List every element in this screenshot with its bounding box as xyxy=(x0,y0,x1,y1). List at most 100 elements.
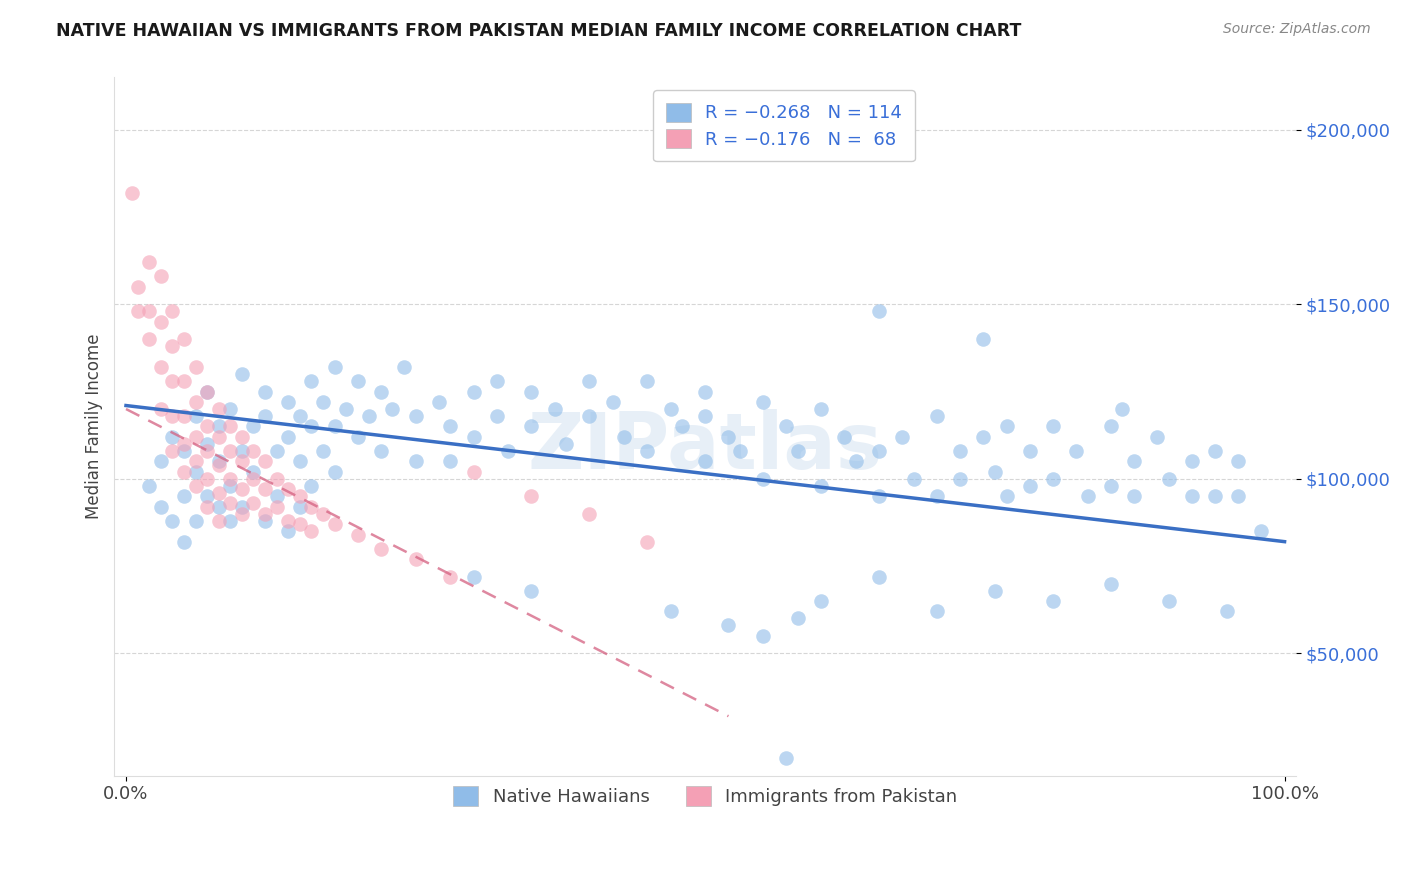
Point xyxy=(602,395,624,409)
Point xyxy=(520,489,543,503)
Point xyxy=(266,489,288,503)
Point xyxy=(219,514,242,528)
Point xyxy=(659,604,682,618)
Point xyxy=(925,409,948,423)
Point xyxy=(195,419,218,434)
Point xyxy=(868,489,890,503)
Point xyxy=(208,514,231,528)
Point xyxy=(520,384,543,399)
Point xyxy=(127,304,149,318)
Point xyxy=(578,374,600,388)
Point xyxy=(277,524,299,538)
Point xyxy=(149,454,172,468)
Point xyxy=(405,409,427,423)
Point xyxy=(231,444,253,458)
Point xyxy=(323,517,346,532)
Point xyxy=(173,465,195,479)
Point xyxy=(810,402,832,417)
Point xyxy=(219,419,242,434)
Point xyxy=(242,419,264,434)
Point xyxy=(162,304,184,318)
Point xyxy=(253,409,276,423)
Point xyxy=(1018,479,1040,493)
Point xyxy=(242,444,264,458)
Point xyxy=(439,419,461,434)
Point xyxy=(149,269,172,284)
Text: ZIPatlas: ZIPatlas xyxy=(527,409,883,485)
Point xyxy=(173,534,195,549)
Point xyxy=(195,500,218,514)
Point xyxy=(1077,489,1099,503)
Point xyxy=(184,430,207,444)
Point xyxy=(555,437,578,451)
Text: NATIVE HAWAIIAN VS IMMIGRANTS FROM PAKISTAN MEDIAN FAMILY INCOME CORRELATION CHA: NATIVE HAWAIIAN VS IMMIGRANTS FROM PAKIS… xyxy=(56,22,1022,40)
Point xyxy=(195,444,218,458)
Point xyxy=(138,304,160,318)
Text: Source: ZipAtlas.com: Source: ZipAtlas.com xyxy=(1223,22,1371,37)
Point xyxy=(717,618,740,632)
Point xyxy=(208,419,231,434)
Point xyxy=(219,472,242,486)
Point xyxy=(173,332,195,346)
Point xyxy=(613,430,636,444)
Point xyxy=(544,402,567,417)
Point xyxy=(162,514,184,528)
Point xyxy=(219,479,242,493)
Point xyxy=(1157,594,1180,608)
Point xyxy=(162,339,184,353)
Point xyxy=(277,514,299,528)
Point xyxy=(1018,444,1040,458)
Point xyxy=(498,444,520,458)
Point xyxy=(184,479,207,493)
Point xyxy=(208,485,231,500)
Point xyxy=(392,360,415,375)
Point xyxy=(1123,489,1146,503)
Point xyxy=(323,465,346,479)
Point xyxy=(149,500,172,514)
Point xyxy=(195,489,218,503)
Point xyxy=(149,402,172,417)
Point xyxy=(173,437,195,451)
Point xyxy=(578,409,600,423)
Point xyxy=(219,444,242,458)
Point xyxy=(578,507,600,521)
Point xyxy=(868,304,890,318)
Point xyxy=(972,430,994,444)
Point xyxy=(127,280,149,294)
Point xyxy=(184,409,207,423)
Point xyxy=(868,444,890,458)
Point xyxy=(1123,454,1146,468)
Point xyxy=(949,444,972,458)
Point xyxy=(925,489,948,503)
Point xyxy=(184,360,207,375)
Point xyxy=(810,594,832,608)
Point xyxy=(253,514,276,528)
Point xyxy=(121,186,143,200)
Point xyxy=(845,454,868,468)
Point xyxy=(636,374,658,388)
Point xyxy=(335,402,357,417)
Point xyxy=(323,360,346,375)
Point xyxy=(253,483,276,497)
Point xyxy=(995,419,1018,434)
Point xyxy=(208,458,231,472)
Point xyxy=(463,430,485,444)
Point xyxy=(162,374,184,388)
Point xyxy=(231,454,253,468)
Point xyxy=(1181,489,1204,503)
Point xyxy=(266,444,288,458)
Point xyxy=(346,374,368,388)
Point xyxy=(149,315,172,329)
Point xyxy=(277,430,299,444)
Point xyxy=(138,479,160,493)
Point xyxy=(405,552,427,566)
Point xyxy=(149,360,172,375)
Point xyxy=(208,454,231,468)
Point xyxy=(184,465,207,479)
Point xyxy=(162,430,184,444)
Point xyxy=(299,500,322,514)
Point xyxy=(636,444,658,458)
Point xyxy=(728,444,751,458)
Point xyxy=(359,409,381,423)
Point xyxy=(752,472,775,486)
